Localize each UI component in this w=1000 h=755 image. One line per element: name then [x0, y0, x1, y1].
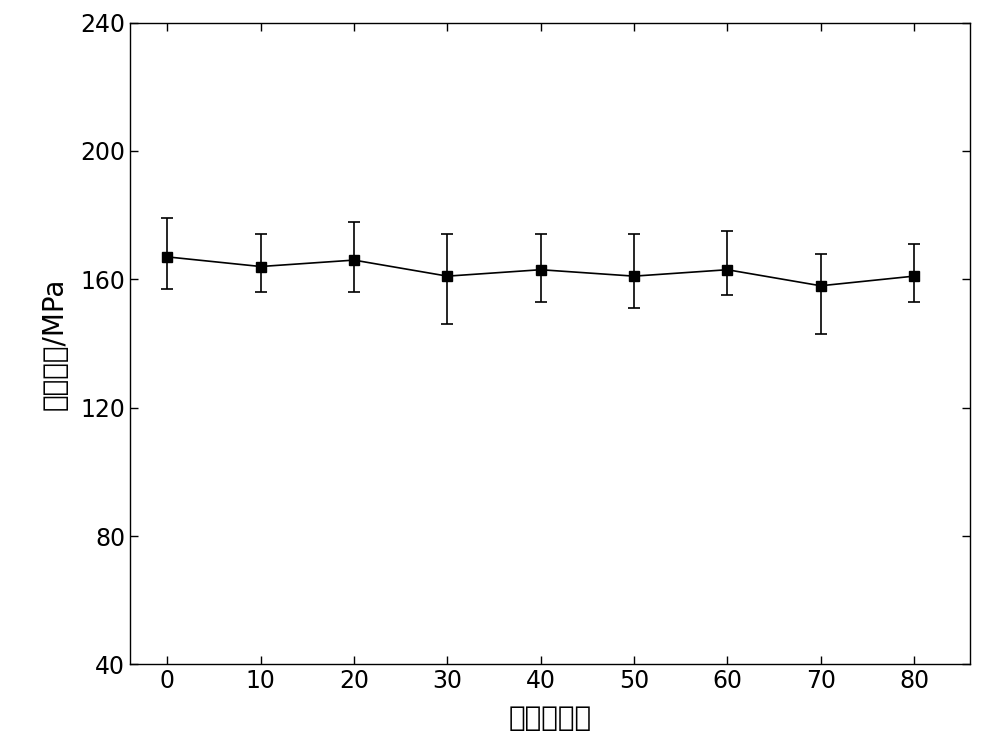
- X-axis label: 热循环次数: 热循环次数: [508, 704, 592, 732]
- Y-axis label: 剪切强度/MPa: 剪切强度/MPa: [41, 277, 69, 410]
